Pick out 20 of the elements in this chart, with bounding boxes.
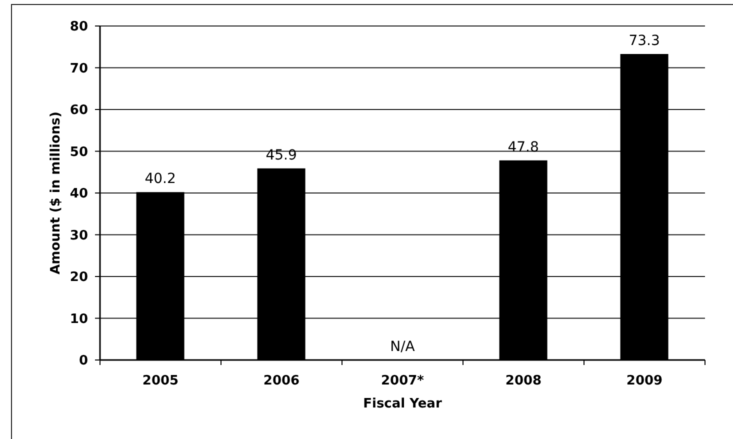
data-label: 45.9 xyxy=(266,147,297,164)
x-axis-title: Fiscal Year xyxy=(363,396,442,412)
y-tick-label: 70 xyxy=(70,61,88,76)
y-tick-label: 80 xyxy=(70,20,88,35)
y-tick-label: 40 xyxy=(70,186,88,202)
x-tick-label: 2005 xyxy=(142,374,179,389)
y-tick-label: 50 xyxy=(70,144,88,160)
text: N/A xyxy=(390,339,415,356)
y-tick-label: 20 xyxy=(70,270,88,286)
y-tick-label: 0 xyxy=(78,354,88,369)
y-tick-label: 60 xyxy=(70,103,88,118)
data-label: 73.3 xyxy=(628,33,660,50)
y-axis-title: Amount ($ in millions) xyxy=(48,112,64,274)
x-tick-label: 2007* xyxy=(381,374,424,389)
y-tick-label: 30 xyxy=(70,228,88,244)
x-tick-label: 2006 xyxy=(263,374,300,389)
x-tick-label: 2009 xyxy=(626,374,663,389)
y-tick-label: 10 xyxy=(70,312,88,327)
data-label: 40.2 xyxy=(144,171,176,188)
x-tick-label: 2008 xyxy=(505,374,542,389)
